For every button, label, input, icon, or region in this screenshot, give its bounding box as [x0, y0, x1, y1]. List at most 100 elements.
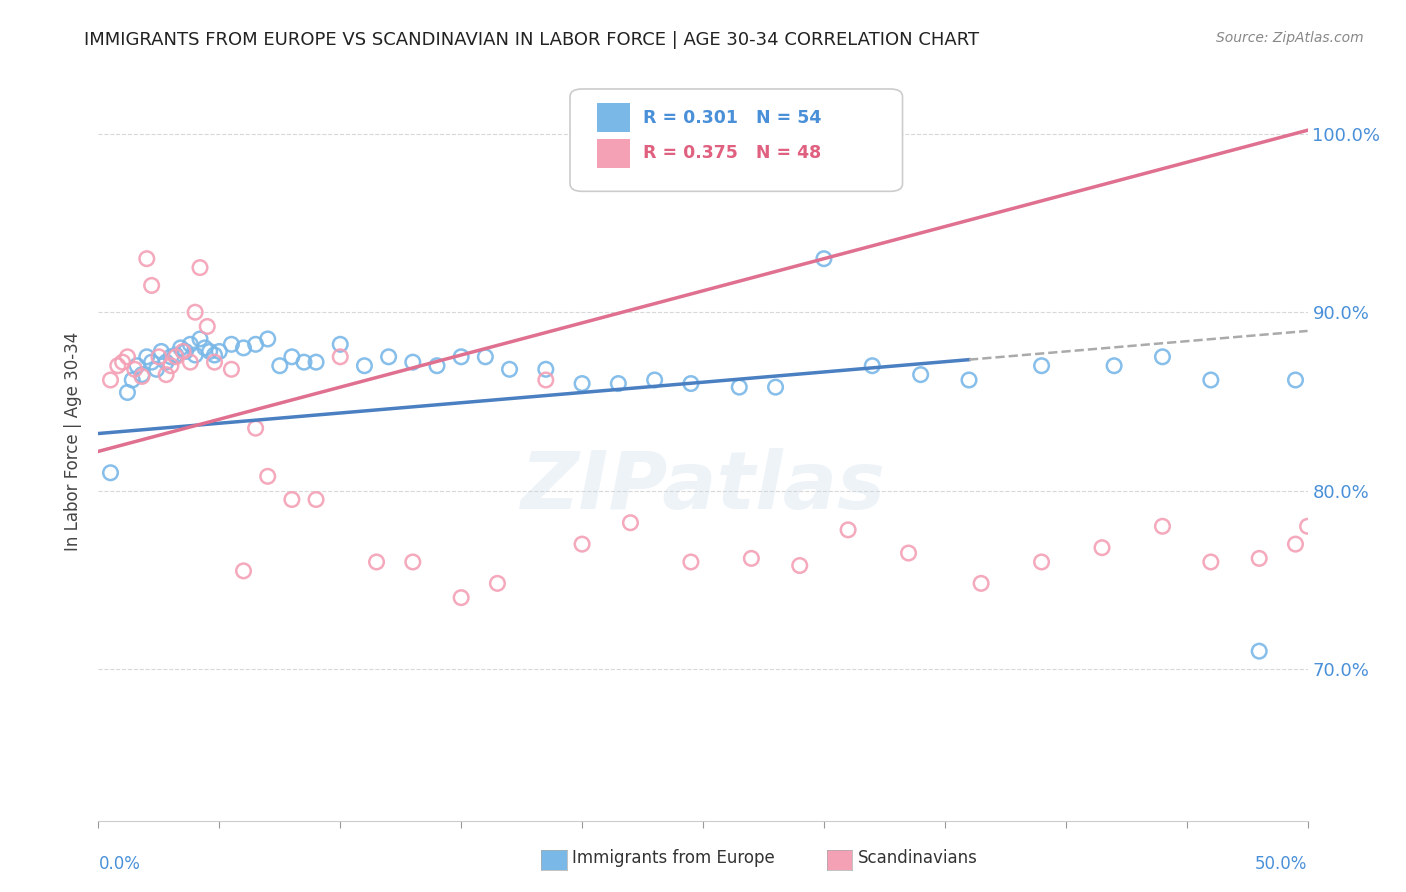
Bar	[596, 139, 630, 168]
Point	[194, 341, 217, 355]
Point	[1199, 373, 1222, 387]
Point	[100, 373, 122, 387]
Point	[117, 385, 139, 400]
Point	[172, 344, 194, 359]
Point	[111, 355, 134, 369]
Point	[169, 341, 191, 355]
Point	[281, 492, 304, 507]
Point	[1316, 523, 1339, 537]
Point	[179, 337, 201, 351]
Point	[860, 359, 883, 373]
Point	[165, 348, 187, 362]
Point	[292, 355, 315, 369]
Point	[534, 373, 557, 387]
Point	[204, 355, 226, 369]
Point	[155, 368, 177, 382]
Point	[740, 551, 762, 566]
Point	[679, 376, 702, 391]
Point	[121, 373, 143, 387]
Text: 0.0%: 0.0%	[98, 855, 141, 872]
Point	[534, 362, 557, 376]
Point	[232, 564, 254, 578]
Point	[160, 359, 183, 373]
Point	[1249, 551, 1271, 566]
Point	[897, 546, 920, 560]
Point	[1199, 555, 1222, 569]
Point	[245, 337, 267, 351]
Point	[135, 350, 157, 364]
Point	[281, 350, 304, 364]
Point	[329, 337, 352, 351]
Point	[179, 355, 201, 369]
Point	[728, 380, 751, 394]
Point	[329, 350, 352, 364]
Point	[498, 362, 520, 376]
Point	[135, 252, 157, 266]
Text: 50.0%: 50.0%	[1256, 855, 1308, 872]
Point	[353, 359, 375, 373]
Point	[607, 376, 630, 391]
Point	[174, 344, 197, 359]
Point	[1320, 528, 1343, 542]
Point	[141, 355, 163, 369]
Point	[100, 466, 122, 480]
Point	[402, 555, 425, 569]
Point	[155, 355, 177, 369]
Point	[910, 368, 932, 382]
Text: IMMIGRANTS FROM EUROPE VS SCANDINAVIAN IN LABOR FORCE | AGE 30-34 CORRELATION CH: IMMIGRANTS FROM EUROPE VS SCANDINAVIAN I…	[84, 31, 980, 49]
Point	[1031, 359, 1053, 373]
Point	[131, 369, 153, 384]
Point	[127, 359, 149, 373]
Point	[1152, 350, 1174, 364]
Text: Immigrants from Europe: Immigrants from Europe	[572, 849, 775, 867]
Point	[789, 558, 811, 573]
Point	[269, 359, 291, 373]
Point	[1249, 644, 1271, 658]
Point	[188, 332, 211, 346]
Point	[305, 355, 328, 369]
Point	[148, 350, 170, 364]
Point	[107, 359, 129, 373]
Point	[117, 350, 139, 364]
Point	[131, 368, 153, 382]
Text: ZIPatlas: ZIPatlas	[520, 448, 886, 526]
Point	[184, 305, 207, 319]
Point	[813, 252, 835, 266]
Text: Scandinavians: Scandinavians	[858, 849, 977, 867]
Point	[208, 344, 231, 359]
Point	[150, 344, 173, 359]
Point	[1031, 555, 1053, 569]
Point	[377, 350, 399, 364]
Point	[957, 373, 980, 387]
Point	[765, 380, 787, 394]
Point	[221, 362, 243, 376]
Point	[402, 355, 425, 369]
Point	[426, 359, 449, 373]
Point	[1296, 519, 1319, 533]
Point	[571, 376, 593, 391]
Point	[256, 332, 278, 346]
Point	[644, 373, 666, 387]
Point	[366, 555, 388, 569]
Point	[195, 319, 218, 334]
Y-axis label: In Labor Force | Age 30-34: In Labor Force | Age 30-34	[65, 332, 83, 551]
Point	[970, 576, 993, 591]
Point	[486, 576, 509, 591]
Point	[184, 348, 207, 362]
Point	[1091, 541, 1114, 555]
Point	[679, 555, 702, 569]
Point	[1102, 359, 1125, 373]
Point	[204, 348, 226, 362]
FancyBboxPatch shape	[569, 89, 903, 191]
Text: Source: ZipAtlas.com: Source: ZipAtlas.com	[1216, 31, 1364, 45]
Point	[571, 537, 593, 551]
Point	[124, 362, 146, 376]
Point	[165, 350, 187, 364]
Point	[245, 421, 267, 435]
Text: R = 0.301   N = 54: R = 0.301 N = 54	[643, 109, 821, 127]
Point	[160, 350, 183, 364]
Bar	[596, 103, 630, 132]
Point	[1309, 528, 1331, 542]
Point	[619, 516, 641, 530]
Point	[1284, 373, 1306, 387]
